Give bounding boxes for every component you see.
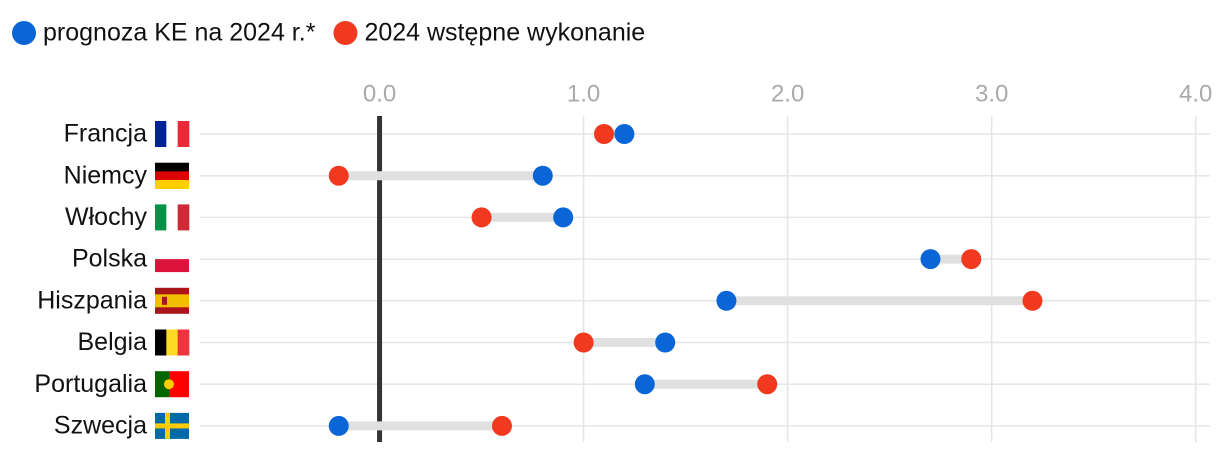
dot <box>655 332 676 353</box>
flag-part <box>155 371 169 398</box>
dot <box>1022 290 1043 311</box>
legend-marker <box>333 21 358 45</box>
flag-part <box>155 162 189 172</box>
flag <box>155 204 190 231</box>
flag-part <box>155 121 167 147</box>
dot <box>573 332 594 353</box>
flag <box>155 329 190 356</box>
dot <box>961 249 982 270</box>
y-tick-label: Francja <box>64 120 147 148</box>
x-tick-label: 1.0 <box>567 80 600 107</box>
flag-part <box>155 246 189 260</box>
dot <box>634 374 655 395</box>
dot <box>471 207 492 228</box>
flag-part <box>162 296 167 305</box>
y-tick-label: Hiszpania <box>37 286 147 314</box>
flag-part <box>166 329 178 356</box>
flag-part <box>155 294 189 308</box>
dot <box>532 165 553 186</box>
flag-part <box>155 329 167 356</box>
dot <box>716 290 737 311</box>
flag-part <box>177 329 190 356</box>
flag-part <box>155 204 167 231</box>
legend-marker <box>12 21 36 45</box>
dot <box>491 415 512 436</box>
dot <box>757 374 778 395</box>
dot <box>920 249 941 270</box>
x-tick-label: 2.0 <box>771 80 804 107</box>
flag-part <box>155 180 189 189</box>
y-tick-label: Polska <box>72 245 147 273</box>
flag <box>155 246 189 273</box>
y-tick-label: Szwecja <box>54 412 147 440</box>
flag-part <box>177 121 190 147</box>
flag-part <box>166 204 178 231</box>
y-tick-label: Portugalia <box>34 370 147 398</box>
legend-label: prognoza KE na 2024 r.* <box>43 19 316 47</box>
flag <box>155 121 190 147</box>
flag-part <box>164 379 174 390</box>
flag <box>155 287 189 314</box>
flag-part <box>155 259 189 273</box>
x-tick-label: 4.0 <box>1179 80 1212 107</box>
y-tick-label: Niemcy <box>64 161 148 189</box>
flag <box>155 371 189 398</box>
legend-label: 2024 wstępne wykonanie <box>364 19 645 47</box>
flag-part <box>169 371 189 398</box>
x-tick-label: 3.0 <box>975 80 1008 107</box>
y-tick-label: Włochy <box>65 203 147 231</box>
dot <box>328 165 349 186</box>
flag-part <box>177 204 190 231</box>
flag-part <box>166 121 178 147</box>
flag-part <box>155 423 189 429</box>
flag <box>155 412 189 439</box>
dot <box>328 415 349 436</box>
flag <box>155 162 189 189</box>
dot <box>553 207 574 228</box>
y-tick-label: Belgia <box>78 328 148 356</box>
dot <box>594 124 614 144</box>
x-tick-label: 0.0 <box>363 80 396 107</box>
flag-part <box>155 171 189 181</box>
dot <box>614 124 635 144</box>
